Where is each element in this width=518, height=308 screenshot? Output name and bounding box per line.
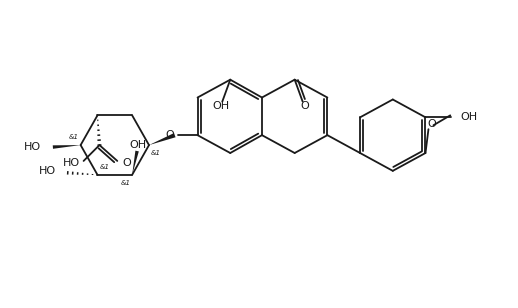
- Text: HO: HO: [39, 166, 56, 176]
- Text: O: O: [165, 130, 174, 140]
- Text: &1: &1: [151, 150, 161, 156]
- Text: HO: HO: [63, 158, 80, 168]
- Text: &1: &1: [69, 134, 79, 140]
- Text: HO: HO: [24, 142, 41, 152]
- Text: O: O: [300, 101, 309, 111]
- Text: &1: &1: [120, 180, 130, 186]
- Polygon shape: [132, 151, 139, 175]
- Text: O: O: [122, 158, 131, 168]
- Polygon shape: [53, 145, 81, 149]
- Text: OH: OH: [130, 140, 147, 150]
- Polygon shape: [149, 133, 176, 145]
- Text: OH: OH: [213, 101, 230, 111]
- Text: &1: &1: [99, 164, 109, 170]
- Text: O: O: [427, 119, 436, 129]
- Text: OH: OH: [460, 112, 477, 122]
